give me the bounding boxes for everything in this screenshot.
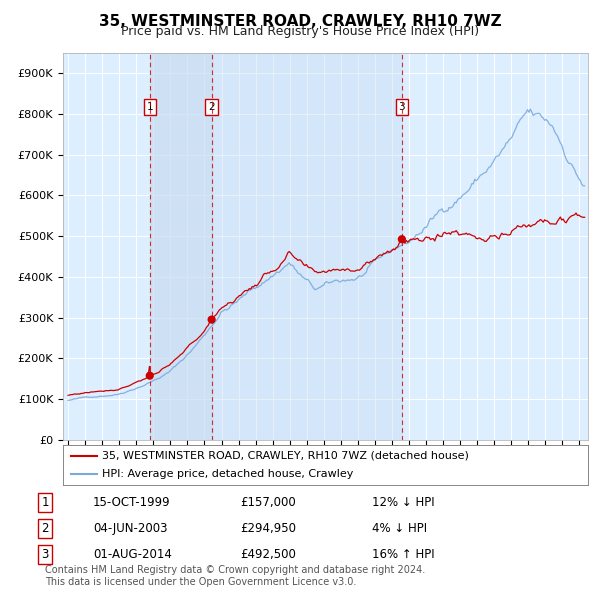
Point [207,315,217,324]
Text: 12% ↓ HPI: 12% ↓ HPI [372,496,434,509]
Text: 2: 2 [208,102,215,112]
Bar [150,53,212,440]
Text: Price paid vs. HM Land Registry's House Price Index (HPI): Price paid vs. HM Land Registry's House … [121,25,479,38]
Text: 15-OCT-1999: 15-OCT-1999 [93,496,170,509]
Text: 3: 3 [398,102,405,112]
Text: 2: 2 [41,522,49,535]
Text: 35, WESTMINSTER ROAD, CRAWLEY, RH10 7WZ (detached house): 35, WESTMINSTER ROAD, CRAWLEY, RH10 7WZ … [103,451,469,461]
Text: £294,950: £294,950 [240,522,296,535]
Bar [212,53,402,440]
Point [145,371,155,381]
Text: 35, WESTMINSTER ROAD, CRAWLEY, RH10 7WZ: 35, WESTMINSTER ROAD, CRAWLEY, RH10 7WZ [98,14,502,28]
Text: 1: 1 [41,496,49,509]
Text: HPI: Average price, detached house, Crawley: HPI: Average price, detached house, Craw… [103,469,354,479]
Text: £492,500: £492,500 [240,548,296,561]
Text: 01-AUG-2014: 01-AUG-2014 [93,548,172,561]
Text: 4% ↓ HPI: 4% ↓ HPI [372,522,427,535]
Point [397,234,407,244]
Text: 16% ↑ HPI: 16% ↑ HPI [372,548,434,561]
Text: 3: 3 [41,548,49,561]
Text: Contains HM Land Registry data © Crown copyright and database right 2024.
This d: Contains HM Land Registry data © Crown c… [45,565,425,587]
Text: 04-JUN-2003: 04-JUN-2003 [93,522,167,535]
Text: £157,000: £157,000 [240,496,296,509]
Text: 1: 1 [146,102,153,112]
